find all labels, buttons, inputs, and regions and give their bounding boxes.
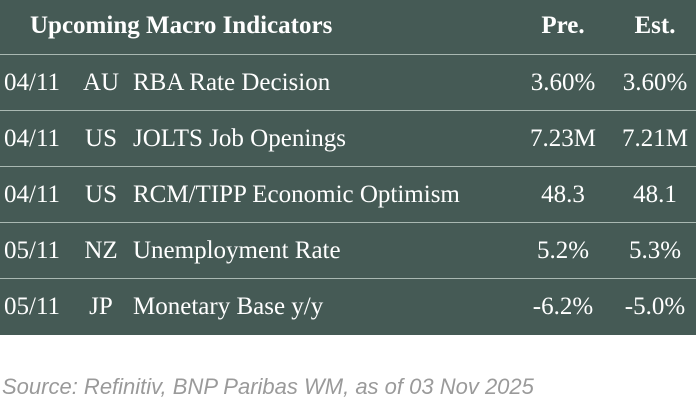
column-header: Est.: [634, 12, 676, 39]
event: RBA Rate Decision: [133, 69, 331, 96]
date: 04/11: [4, 125, 61, 152]
date: 04/11: [4, 181, 61, 208]
country: JP: [89, 293, 113, 320]
country: NZ: [84, 237, 118, 264]
header-title: Upcoming Macro Indicators: [30, 12, 333, 39]
event: JOLTS Job Openings: [133, 125, 346, 152]
event: Monetary Base y/y: [133, 293, 324, 320]
country: US: [85, 125, 117, 152]
previous: 7.23M: [530, 125, 596, 152]
estimate: 7.21M: [622, 125, 688, 152]
row-separator: [0, 110, 696, 111]
table: Upcoming Macro Indicators Pre. Est. 04/11 AU…: [0, 0, 696, 335]
country: AU: [82, 69, 120, 96]
previous: 5.2%: [536, 237, 590, 264]
previous: 48.3: [541, 181, 585, 208]
date: 05/11: [4, 237, 61, 264]
row-separator: [0, 166, 696, 167]
date: 05/11: [4, 293, 61, 320]
estimate: 48.1: [633, 181, 677, 208]
date: 04/11: [4, 69, 61, 96]
estimate: 5.3%: [628, 237, 682, 264]
estimate: 3.60%: [622, 69, 688, 96]
column-header: Pre.: [541, 12, 585, 39]
row-separator: [0, 222, 696, 223]
estimate: -5.0%: [624, 293, 686, 320]
event: RCM/TIPP Economic Optimism: [133, 181, 460, 208]
previous: 3.60%: [530, 69, 596, 96]
previous: -6.2%: [532, 293, 594, 320]
country: US: [85, 181, 117, 208]
source-note: Source: Refinitiv, BNP Paribas WM, as of…: [2, 374, 534, 399]
row-separator: [0, 278, 696, 279]
event: Unemployment Rate: [133, 237, 341, 264]
row-separator: [0, 54, 696, 55]
